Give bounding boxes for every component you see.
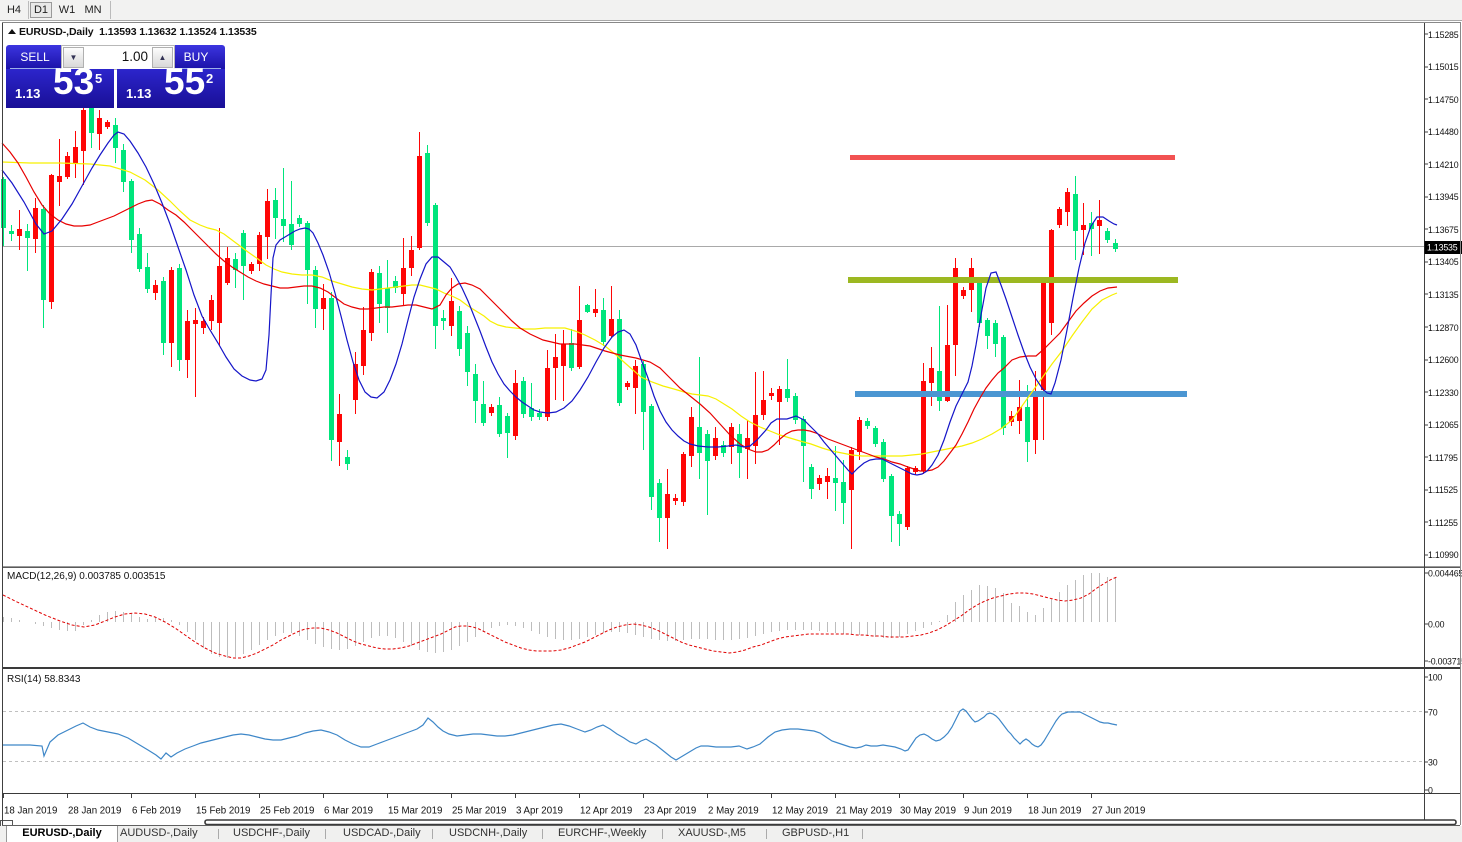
svg-text:2 May 2019: 2 May 2019 <box>708 806 759 817</box>
svg-text:1.14750: 1.14750 <box>1428 95 1459 105</box>
svg-text:MACD(12,26,9) 0.003785 0.00351: MACD(12,26,9) 0.003785 0.003515 <box>7 571 166 582</box>
svg-text:70: 70 <box>1428 708 1438 718</box>
svg-text:9 Jun 2019: 9 Jun 2019 <box>964 806 1012 817</box>
svg-text:1.12600: 1.12600 <box>1428 355 1459 365</box>
svg-text:EURUSD-,Daily 1.13593 1.13632: EURUSD-,Daily 1.13593 1.13632 1.13524 1.… <box>19 26 257 38</box>
svg-text:18 Jan 2019: 18 Jan 2019 <box>4 806 57 817</box>
svg-text:1.13535: 1.13535 <box>1427 243 1458 253</box>
svg-text:30 May 2019: 30 May 2019 <box>900 806 956 817</box>
svg-text:1.12330: 1.12330 <box>1428 388 1459 398</box>
svg-text:1.13945: 1.13945 <box>1428 192 1459 202</box>
svg-text:30: 30 <box>1428 758 1438 768</box>
svg-text:23 Apr 2019: 23 Apr 2019 <box>644 806 696 817</box>
svg-text:-0.003715: -0.003715 <box>1428 657 1462 667</box>
svg-text:18 Jun 2019: 18 Jun 2019 <box>1028 806 1081 817</box>
svg-text:1.14480: 1.14480 <box>1428 127 1459 137</box>
svg-text:25 Feb 2019: 25 Feb 2019 <box>260 806 314 817</box>
svg-text:27 Jun 2019: 27 Jun 2019 <box>1092 806 1145 817</box>
svg-text:6 Feb 2019: 6 Feb 2019 <box>132 806 181 817</box>
svg-text:1.13135: 1.13135 <box>1428 290 1459 300</box>
svg-text:1.13405: 1.13405 <box>1428 257 1459 267</box>
svg-text:6 Mar 2019: 6 Mar 2019 <box>324 806 373 817</box>
svg-text:1.11795: 1.11795 <box>1428 453 1458 463</box>
svg-text:1.14210: 1.14210 <box>1428 160 1459 170</box>
svg-text:15 Feb 2019: 15 Feb 2019 <box>196 806 250 817</box>
svg-text:25 Mar 2019: 25 Mar 2019 <box>452 806 506 817</box>
svg-text:1.11255: 1.11255 <box>1428 518 1458 528</box>
svg-text:1.15285: 1.15285 <box>1428 30 1459 40</box>
svg-text:1.12065: 1.12065 <box>1428 420 1459 430</box>
svg-text:0: 0 <box>1428 786 1433 796</box>
svg-text:12 Apr 2019: 12 Apr 2019 <box>580 806 632 817</box>
svg-text:100: 100 <box>1428 673 1442 683</box>
svg-text:0.004465: 0.004465 <box>1428 569 1462 579</box>
svg-text:21 May 2019: 21 May 2019 <box>836 806 892 817</box>
svg-text:12 May 2019: 12 May 2019 <box>772 806 828 817</box>
svg-text:1.11525: 1.11525 <box>1428 485 1458 495</box>
svg-text:15 Mar 2019: 15 Mar 2019 <box>388 806 442 817</box>
svg-text:1.15015: 1.15015 <box>1428 62 1459 72</box>
svg-text:3 Apr 2019: 3 Apr 2019 <box>516 806 563 817</box>
svg-text:1.13675: 1.13675 <box>1428 225 1459 235</box>
svg-text:RSI(14) 58.8343: RSI(14) 58.8343 <box>7 674 81 685</box>
svg-text:28 Jan 2019: 28 Jan 2019 <box>68 806 121 817</box>
svg-text:1.10990: 1.10990 <box>1428 550 1459 560</box>
svg-text:1.12870: 1.12870 <box>1428 323 1459 333</box>
svg-text:0.00: 0.00 <box>1428 620 1445 630</box>
